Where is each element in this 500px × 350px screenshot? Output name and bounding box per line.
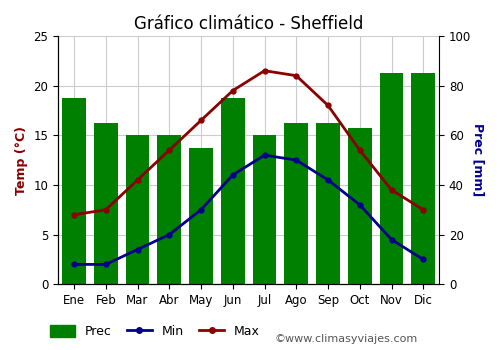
Bar xyxy=(284,123,308,284)
Text: ©www.climasyviajes.com: ©www.climasyviajes.com xyxy=(275,334,418,344)
Bar xyxy=(380,73,404,284)
Title: Gráfico climático - Sheffield: Gráfico climático - Sheffield xyxy=(134,15,364,33)
Bar xyxy=(189,148,213,284)
Bar xyxy=(94,123,118,284)
Y-axis label: Temp (°C): Temp (°C) xyxy=(15,126,28,195)
Bar xyxy=(221,98,244,284)
Legend: Prec, Min, Max: Prec, Min, Max xyxy=(46,322,264,342)
Bar xyxy=(252,135,276,284)
Bar xyxy=(126,135,150,284)
Bar xyxy=(158,135,181,284)
Bar xyxy=(348,128,372,284)
Bar xyxy=(62,98,86,284)
Bar xyxy=(316,123,340,284)
Bar xyxy=(412,73,435,284)
Y-axis label: Prec [mm]: Prec [mm] xyxy=(472,124,485,197)
